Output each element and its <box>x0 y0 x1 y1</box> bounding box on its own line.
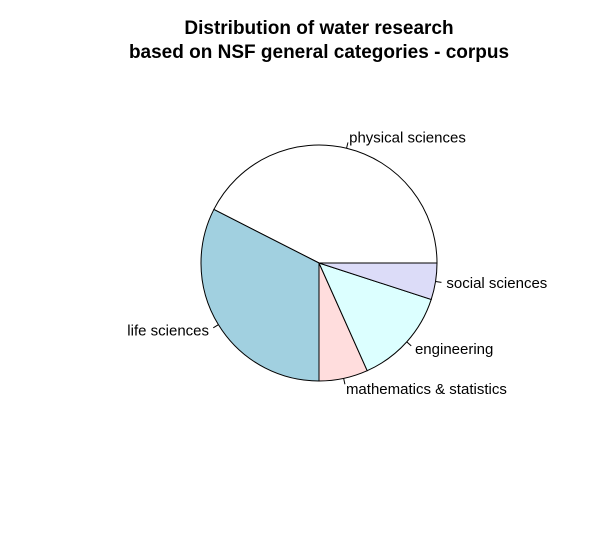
chart-title-line-1: Distribution of water research <box>184 18 453 39</box>
pie-slice-social-sciences <box>318 262 438 301</box>
pie-tick-life-sciences <box>213 324 219 329</box>
pie-tick-social-sciences <box>435 280 442 283</box>
pie-labels: physical sciences life sciences mathematic… <box>127 130 547 399</box>
pie-slices <box>200 144 438 382</box>
pie-label-ticks <box>213 142 442 385</box>
pie-slice-engineering <box>318 262 432 372</box>
pie-slice-life-sciences <box>200 208 320 382</box>
pie-tick-engineering <box>406 341 412 347</box>
pie-tick-mathematics-statistics <box>343 378 346 385</box>
pie-slice-physical-sciences <box>213 144 438 264</box>
pie-tick-physical-sciences <box>346 142 349 149</box>
chart-title-line-2: based on NSF general categories - corpus <box>129 42 509 63</box>
pie-label-mathematics-statistics: mathematics & statistics <box>346 381 507 398</box>
pie-label-engineering: engineering <box>415 341 493 358</box>
pie-label-social-sciences: social sciences <box>446 275 547 292</box>
pie-label-physical-sciences: physical sciences <box>349 130 466 147</box>
pie-label-life-sciences: life sciences <box>127 322 209 339</box>
